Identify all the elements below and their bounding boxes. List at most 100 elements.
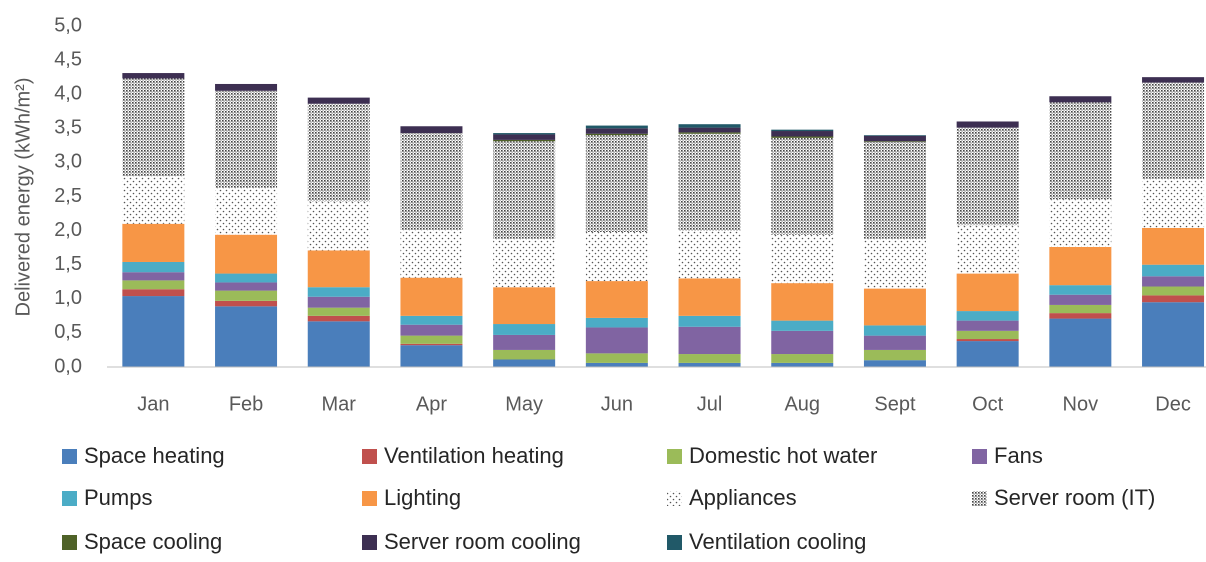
bar-segment — [585, 317, 648, 328]
bar-segment — [771, 234, 834, 284]
legend-label: Server room (IT) — [994, 485, 1155, 510]
bar-segment — [585, 135, 648, 232]
bar-segment — [678, 362, 741, 367]
bar-segment — [956, 127, 1019, 226]
bar-segment — [771, 137, 834, 235]
bar-segment — [307, 296, 370, 308]
bar-segment — [122, 289, 185, 297]
legend-swatch — [362, 535, 377, 550]
x-tick-label: Jan — [137, 393, 169, 415]
y-tick-label: 2,0 — [54, 219, 82, 241]
bar-segment — [863, 325, 926, 336]
bar-segment — [1142, 286, 1205, 296]
bar-segment — [215, 273, 278, 283]
bar-segment — [585, 231, 648, 282]
bar-segment — [122, 78, 185, 177]
bar-segment — [1049, 102, 1112, 200]
bar-segment — [493, 238, 556, 288]
bar-segment — [307, 250, 370, 288]
bar-segment — [585, 353, 648, 363]
legend-swatch — [362, 491, 377, 506]
y-tick-label: 1,0 — [54, 287, 82, 309]
legend-swatch — [667, 491, 682, 506]
bar-segment — [307, 307, 370, 316]
y-tick-label: 3,5 — [54, 117, 82, 139]
x-tick-label: Oct — [972, 393, 1004, 415]
y-axis-title: Delivered energy (kWh/m²) — [12, 78, 34, 317]
bar-segment — [215, 306, 278, 367]
bar-segment — [493, 359, 556, 367]
y-tick-label: 0,5 — [54, 321, 82, 343]
bar-segment — [1142, 227, 1205, 265]
bar-segment — [1049, 313, 1112, 319]
bar-segment — [771, 283, 834, 321]
bar-segment — [307, 321, 370, 367]
legend-label: Pumps — [84, 485, 152, 510]
bar-segment — [1142, 82, 1205, 179]
legend-swatch — [62, 449, 77, 464]
y-tick-label: 5,0 — [54, 14, 82, 36]
bar-segment — [307, 97, 370, 104]
y-tick-label: 4,5 — [54, 48, 82, 70]
bar-segment — [493, 134, 556, 140]
bar-segment — [678, 132, 741, 134]
x-tick-label: Apr — [416, 393, 447, 415]
bar-segment — [400, 343, 463, 346]
bar-segment — [956, 273, 1019, 312]
x-tick-label: Dec — [1155, 393, 1191, 415]
bar-segment — [122, 176, 185, 224]
bar-segment — [122, 272, 185, 281]
bar-segment — [956, 330, 1019, 340]
y-tick-label: 0,0 — [54, 355, 82, 377]
legend-swatch — [667, 449, 682, 464]
bar-segment — [585, 362, 648, 367]
bar-segment — [493, 139, 556, 142]
bar-segment — [400, 345, 463, 367]
bar-segment — [585, 128, 648, 134]
bar-segment — [771, 320, 834, 331]
x-tick-label: Jul — [697, 393, 723, 415]
bar-segment — [863, 349, 926, 361]
bar-segment — [122, 280, 185, 290]
bar-segment — [1142, 77, 1205, 83]
bar-segment — [771, 129, 834, 132]
bar-segment — [863, 288, 926, 326]
legend-swatch — [667, 535, 682, 550]
bar-segment — [493, 349, 556, 360]
legend-label: Domestic hot water — [689, 443, 877, 468]
bar-segment — [122, 73, 185, 79]
bar-segment — [678, 230, 741, 279]
bar-segment — [400, 335, 463, 344]
legend-label: Ventilation cooling — [689, 529, 866, 554]
bar-segment — [771, 362, 834, 367]
bar-segment — [863, 135, 926, 136]
bar-segment — [678, 278, 741, 316]
bar-segment — [1049, 304, 1112, 314]
bar-segment — [956, 341, 1019, 367]
legend-label: Ventilation heating — [384, 443, 564, 468]
bar-segment — [307, 287, 370, 297]
bar-segment — [1142, 302, 1205, 367]
bar-segment — [678, 127, 741, 133]
legend-swatch — [62, 491, 77, 506]
x-tick-label: Sept — [874, 393, 916, 415]
y-tick-label: 2,5 — [54, 185, 82, 207]
legend-label: Server room cooling — [384, 529, 581, 554]
y-tick-label: 4,0 — [54, 82, 82, 104]
bar-segment — [771, 354, 834, 363]
bar-segment — [1049, 285, 1112, 295]
x-tick-label: Mar — [322, 393, 357, 415]
bar-segment — [400, 126, 463, 134]
bar-segment — [1142, 295, 1205, 303]
y-tick-label: 1,5 — [54, 253, 82, 275]
bar-segment — [771, 330, 834, 355]
bar-segment — [493, 287, 556, 325]
bar-segment — [215, 187, 278, 235]
bar-segment — [863, 135, 926, 142]
bar-segment — [863, 335, 926, 350]
bar-segment — [307, 315, 370, 322]
x-tick-label: Feb — [229, 393, 263, 415]
y-tick-label: 3,0 — [54, 151, 82, 173]
bar-segment — [678, 326, 741, 355]
